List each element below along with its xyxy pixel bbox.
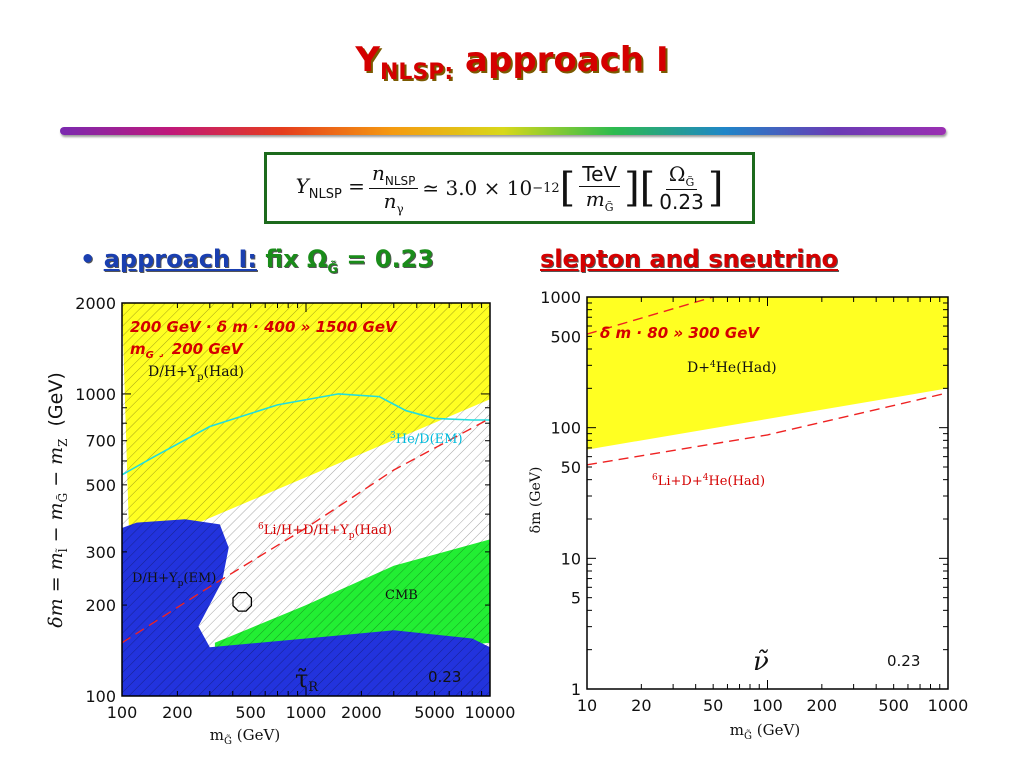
y-tick-label: 100 [85,687,116,706]
chart-left: 100 200 500 1000 2000 5000 10000 100 200 300 500 70… [45,294,516,747]
x-tick-label: 1000 [928,696,969,715]
x-tick-label: 100 [752,696,783,715]
x-tick-label: 200 [807,696,838,715]
label-cyan-curve: 3He/D(EM) [390,431,463,447]
label-green-region: CMB [385,588,418,603]
x-tick-label: 500 [235,703,266,722]
y-tick-label: 500 [85,476,116,495]
x-tick-label: 2000 [341,703,382,722]
fraction-omega: ΩG̃ 0.23 [659,162,704,214]
y-tick-label: 500 [550,327,581,346]
label-yellow-region: D+4He(Had) [687,360,777,376]
x-tick-label: 100 [107,703,138,722]
x-tick-label: 5000 [414,703,455,722]
label-red-curve: 6Li+D+4He(Had) [652,473,765,489]
x-tick-label: 50 [703,696,723,715]
label-blue-region: D/H+Yp(EM) [132,571,216,589]
x-tick-label: 200 [162,703,193,722]
x-tick-label: 1000 [286,703,327,722]
omega-label: 0.23 [428,668,461,686]
particle-label: ν̃ [753,647,769,677]
fraction-tev: TeV mG̃ [579,162,621,214]
octagon-marker [232,591,253,612]
y-axis-label: δm = ml̃ − mG̃ − mZ(GeV) [45,372,70,628]
y-tick-label: 1 [571,680,581,699]
fraction-n-ratio: nNLSP nγ [368,161,419,216]
annotation-range: 200 GeV · δ m · 400 » 1500 GeV [130,318,398,336]
annotation-range: δ m · 80 » 300 GeV [600,324,760,342]
slide-title: YNLSP: approach I [355,40,669,85]
particle-label: τ̃R [295,665,319,695]
curve-red-dashed [122,417,490,644]
equation-box: YNLSP = nNLSP nγ ≃ 3.0 × 10 −12 [ TeV mG̃… [264,152,755,224]
y-tick-label: 50 [561,458,581,477]
label-yellow-region: D/H+Yp(Had) [148,364,244,383]
x-axis-label: mG̃ (GeV) [730,721,800,742]
annotation-mg: mG ¸ 200 GeV [130,340,244,361]
y-tick-label: 700 [85,432,116,451]
y-tick-label: 300 [85,543,116,562]
heading-slepton-sneutrino: slepton and sneutrino [540,245,839,273]
y-tick-label: 1000 [540,288,581,307]
x-tick-label: 10 [577,696,597,715]
x-tick-label: 500 [878,696,909,715]
region-yellow-excluded [587,297,948,450]
x-axis-label: mG̃ (GeV) [210,726,280,747]
y-tick-label: 100 [550,419,581,438]
bullet-approach: • approach I: fix ΩG̃ = 0.23 [80,245,435,277]
curve-red-dashed-top [587,297,714,335]
y-tick-label: 10 [561,549,581,568]
omega-label: 0.23 [887,652,920,670]
y-tick-label: 200 [85,596,116,615]
y-tick-label: 5 [571,589,581,608]
x-tick-label: 20 [631,696,651,715]
label-red-curve: 6Li/H+D/H+Yp(Had) [258,522,392,541]
chart-right: 10 20 50 100 200 500 1000 1 5 10 50 100 500 1000 δ m … [528,288,969,742]
x-tick-label: 10000 [465,703,516,722]
hatch-overlay [122,303,490,696]
y-tick-label: 2000 [75,294,116,313]
y-tick-label: 1000 [75,385,116,404]
curve-cyan [122,393,490,476]
y-axis-label: δm (GeV) [528,467,544,534]
curve-red-dashed [587,392,948,466]
rainbow-divider [60,127,946,135]
